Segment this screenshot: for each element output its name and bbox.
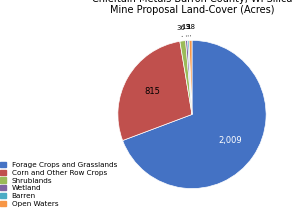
- Text: 9: 9: [185, 24, 190, 36]
- Text: 36: 36: [176, 25, 185, 37]
- Text: 18: 18: [186, 24, 195, 36]
- Text: 13: 13: [181, 24, 190, 36]
- Legend: Forage Crops and Grasslands, Corn and Other Row Crops, Shrublands, Wetland, Barr: Forage Crops and Grasslands, Corn and Ot…: [0, 162, 117, 207]
- Wedge shape: [189, 40, 192, 114]
- Wedge shape: [118, 41, 192, 141]
- Wedge shape: [123, 40, 266, 189]
- Wedge shape: [186, 41, 192, 114]
- Text: 2,009: 2,009: [218, 136, 242, 145]
- Text: 815: 815: [144, 87, 160, 96]
- Wedge shape: [180, 41, 192, 114]
- Wedge shape: [188, 40, 192, 114]
- Title: Chieftain Metals Barron County, WI Silica
Mine Proposal Land-Cover (Acres): Chieftain Metals Barron County, WI Silic…: [92, 0, 292, 15]
